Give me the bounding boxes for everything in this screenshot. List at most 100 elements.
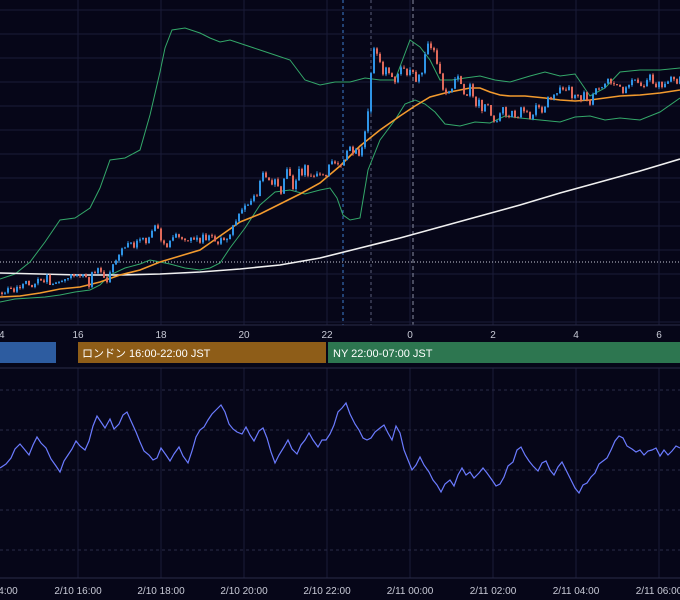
candle: [145, 237, 147, 245]
session-tokyo-block: [0, 342, 56, 363]
candle-body: [505, 107, 507, 116]
candle-body: [304, 165, 306, 176]
candle: [199, 237, 201, 244]
candle: [46, 273, 48, 284]
candle-body: [646, 80, 648, 87]
candle: [499, 112, 501, 122]
candle: [322, 173, 324, 176]
candle-body: [184, 238, 186, 241]
candle: [130, 242, 132, 245]
candle: [211, 233, 213, 238]
candle-body: [568, 86, 570, 91]
candle-body: [271, 180, 273, 185]
candle-body: [160, 228, 162, 241]
candle: [472, 83, 474, 98]
candle-body: [379, 53, 381, 62]
candle: [388, 67, 390, 75]
candle: [235, 219, 237, 226]
candle: [424, 51, 426, 75]
candle-body: [433, 48, 435, 51]
candle-body: [670, 76, 672, 82]
candle: [619, 84, 621, 87]
candle: [247, 203, 249, 206]
candle-body: [196, 237, 198, 240]
candle-body: [94, 272, 96, 273]
candle: [370, 71, 372, 114]
candle-body: [223, 238, 225, 241]
candle-body: [496, 120, 498, 122]
candle: [259, 179, 261, 197]
candle-body: [85, 274, 87, 277]
candle: [253, 194, 255, 203]
candle: [136, 239, 138, 250]
candle: [487, 103, 489, 106]
candle: [220, 236, 222, 245]
candle-body: [91, 272, 93, 287]
candle: [94, 270, 96, 274]
hour-tick-label: 20: [238, 330, 250, 341]
candle: [70, 274, 72, 280]
candle-body: [238, 213, 240, 222]
candle-body: [286, 169, 288, 179]
candle: [10, 286, 12, 290]
candle-body: [79, 274, 81, 277]
candle-body: [265, 172, 267, 178]
candle-body: [565, 89, 567, 91]
candle-body: [340, 164, 342, 166]
candle-body: [532, 114, 534, 120]
candle-body: [358, 149, 360, 156]
candle-body: [493, 115, 495, 122]
candle: [31, 284, 33, 288]
candle: [61, 279, 63, 283]
time-axis-label: 2/10 22:00: [303, 586, 351, 597]
candlestick-series: [1, 41, 680, 296]
candle-body: [439, 63, 441, 74]
candle-body: [445, 89, 447, 94]
hour-tick-label: 0: [407, 330, 413, 341]
candle: [541, 105, 543, 114]
candle: [544, 106, 546, 113]
time-axis-label: 2/10 20:00: [220, 586, 268, 597]
candle-body: [148, 237, 150, 244]
candle: [442, 72, 444, 91]
candle-body: [1, 292, 3, 294]
time-axis-label: 4:00: [0, 586, 18, 597]
candle: [340, 164, 342, 168]
candle: [343, 159, 345, 166]
candle-body: [169, 240, 171, 247]
candle-body: [133, 242, 135, 248]
candle-body: [208, 235, 210, 241]
candle-body: [43, 280, 45, 283]
candle: [622, 86, 624, 95]
candle-body: [103, 271, 105, 278]
candle: [517, 116, 519, 119]
candle-body: [448, 91, 450, 94]
candle: [262, 171, 264, 183]
candle-body: [130, 242, 132, 244]
candle-body: [298, 169, 300, 181]
candle: [226, 238, 228, 243]
candle-body: [442, 73, 444, 90]
candle-body: [484, 104, 486, 112]
candle: [277, 177, 279, 187]
candle-body: [268, 177, 270, 180]
candle-body: [361, 147, 363, 156]
candle: [310, 173, 312, 177]
candle-body: [586, 92, 588, 100]
candle: [448, 90, 450, 94]
candle: [85, 273, 87, 278]
candle-body: [100, 268, 102, 272]
candle-body: [157, 225, 159, 229]
candle: [484, 104, 486, 112]
candle-body: [421, 72, 423, 75]
candle: [163, 239, 165, 246]
candle-body: [391, 73, 393, 77]
candle-body: [661, 81, 663, 88]
candle-body: [22, 283, 24, 288]
candle: [520, 106, 522, 119]
candle: [664, 81, 666, 88]
candle-body: [202, 234, 204, 243]
candle: [658, 81, 660, 90]
candle: [358, 148, 360, 157]
candle: [607, 78, 609, 85]
